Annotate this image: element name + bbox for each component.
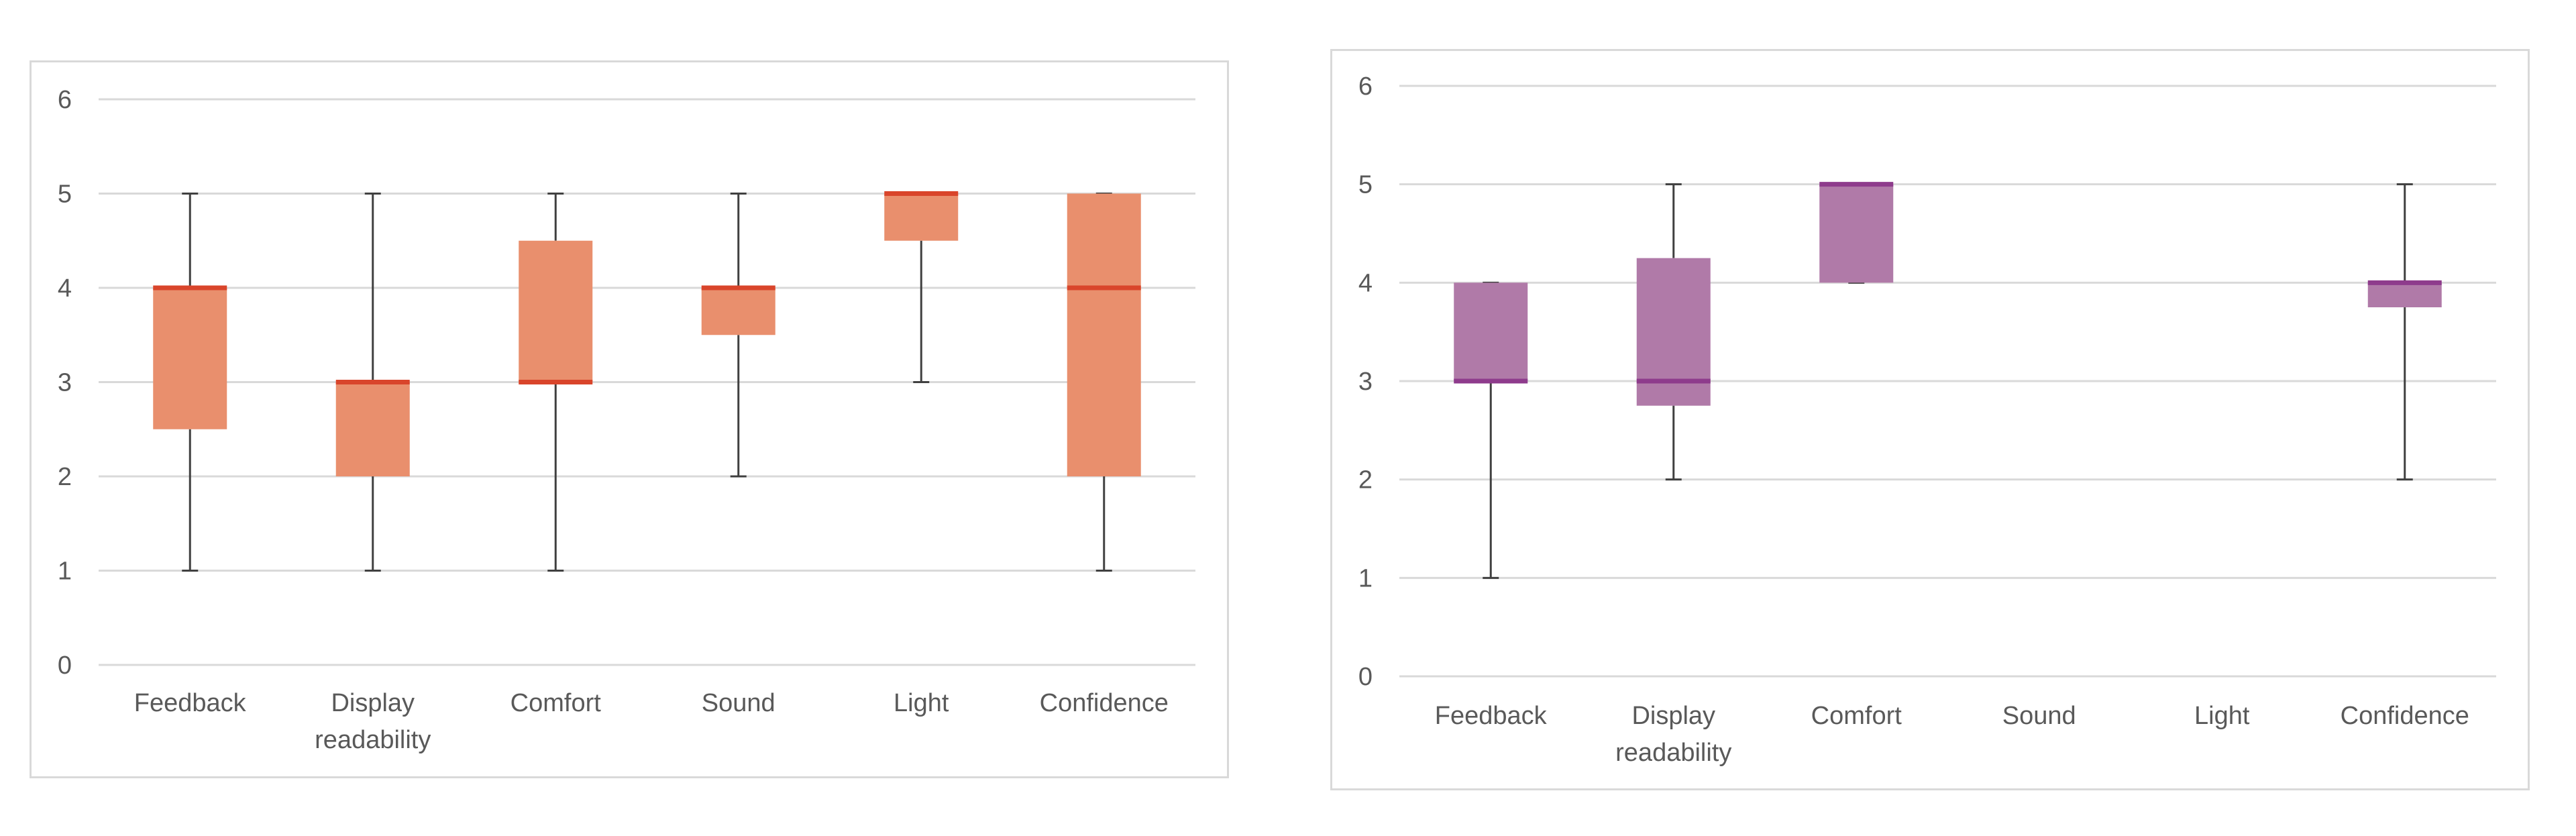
y-tick-label: 5: [1358, 171, 1373, 199]
y-tick-label: 2: [1358, 466, 1373, 494]
y-tick-label: 6: [1358, 72, 1373, 101]
x-category-label-sound: Sound: [702, 689, 775, 717]
x-category-label-confidence: Confidence: [1040, 689, 1169, 717]
x-category-label-feedback: Feedback: [1435, 702, 1548, 730]
box-plot-chart-right: 0 1 2 3 4 5 6 Feedback Display readability Comfort…: [1330, 49, 2530, 790]
box-light: [884, 191, 959, 383]
x-category-label-comfort: Comfort: [1811, 702, 1902, 730]
box-iqr: [1819, 184, 1894, 283]
box-display-readability: [335, 193, 410, 572]
x-category-label-feedback: Feedback: [134, 689, 247, 717]
x-category-label-display-readability: Display readability: [1615, 702, 1731, 767]
y-tick-label: 6: [58, 86, 72, 114]
box-comfort: [519, 193, 593, 572]
box-confidence: [1067, 193, 1141, 572]
y-tick-label: 5: [58, 180, 72, 209]
box-plot-right-svg: 0 1 2 3 4 5 6 Feedback Display readability Comfort…: [1358, 72, 2496, 767]
y-tick-label: 0: [58, 651, 72, 680]
box-display-readability: [1636, 183, 1711, 481]
box-iqr: [153, 288, 227, 429]
x-category-label-confidence: Confidence: [2341, 702, 2469, 730]
y-tick-label: 4: [1358, 269, 1373, 297]
box-plot-left-svg: 0 1 2 3 4 5 6 Feedback Display readability Comfort…: [58, 86, 1195, 754]
y-tick-label: 1: [1358, 564, 1373, 592]
box-iqr: [1067, 193, 1141, 476]
box-comfort: [1819, 182, 1894, 284]
x-category-label-sound: Sound: [2002, 702, 2076, 730]
box-plot-chart-left: 0 1 2 3 4 5 6 Feedback Display readability Comfort…: [30, 60, 1229, 778]
box-feedback: [1454, 281, 1528, 579]
x-category-label-light: Light: [2194, 702, 2250, 730]
x-category-label-display-readability: Display readability: [315, 689, 431, 754]
y-tick-label: 3: [58, 369, 72, 397]
box-feedback: [153, 193, 227, 572]
box-sound: [701, 193, 775, 478]
y-tick-label: 4: [58, 274, 72, 303]
box-confidence: [2367, 183, 2442, 481]
box-iqr: [519, 240, 593, 382]
y-tick-label: 2: [58, 463, 72, 491]
y-tick-label: 1: [58, 558, 72, 586]
box-iqr: [701, 288, 775, 335]
box-iqr: [335, 382, 410, 476]
y-tick-label: 0: [1358, 663, 1373, 691]
x-category-label-light: Light: [894, 689, 949, 717]
box-iqr: [884, 193, 959, 241]
x-category-label-comfort: Comfort: [511, 689, 602, 717]
box-iqr: [2367, 282, 2442, 307]
y-tick-label: 3: [1358, 368, 1373, 396]
box-iqr: [1636, 258, 1711, 406]
box-iqr: [1454, 282, 1528, 381]
